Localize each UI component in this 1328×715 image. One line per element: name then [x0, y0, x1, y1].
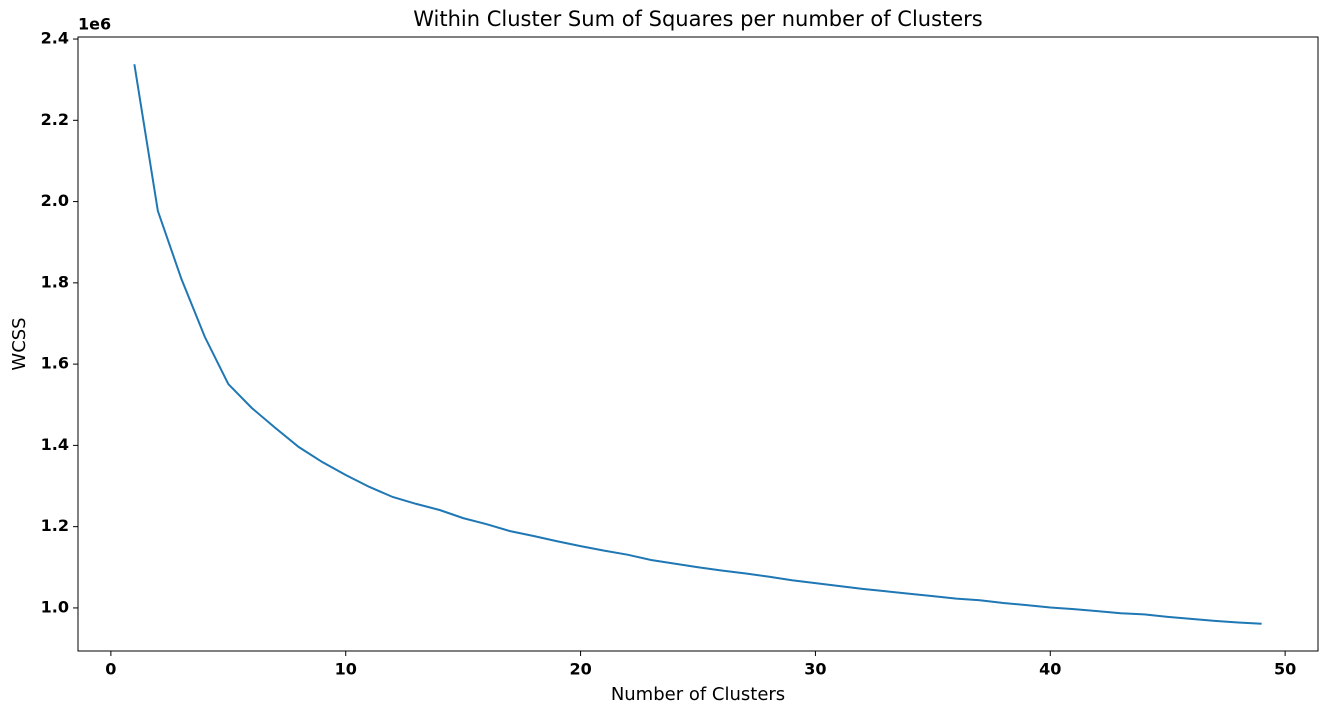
x-tick-label: 10: [335, 660, 357, 679]
y-axis-label: WCSS: [9, 317, 30, 370]
y-tick-label: 1.0: [41, 597, 69, 616]
y-tick-label: 2.2: [41, 110, 69, 129]
y-tick-label: 1.4: [41, 435, 69, 454]
y-tick-label: 1.2: [41, 516, 69, 535]
y-tick-label: 2.0: [41, 191, 69, 210]
x-axis-label: Number of Clusters: [611, 684, 785, 705]
y-tick-label: 2.4: [41, 29, 69, 48]
y-tick-label: 1.8: [41, 272, 69, 291]
x-tick-label: 20: [569, 660, 591, 679]
x-tick-label: 0: [105, 660, 116, 679]
x-tick-label: 50: [1274, 660, 1296, 679]
y-tick-label: 1.6: [41, 354, 69, 373]
y-offset-label: 1e6: [78, 15, 111, 34]
plot-frame: [77, 36, 1319, 652]
x-tick-label: 40: [1039, 660, 1061, 679]
chart-title: Within Cluster Sum of Squares per number…: [413, 7, 983, 31]
x-tick-label: 30: [804, 660, 826, 679]
data-line: [133, 64, 1262, 625]
